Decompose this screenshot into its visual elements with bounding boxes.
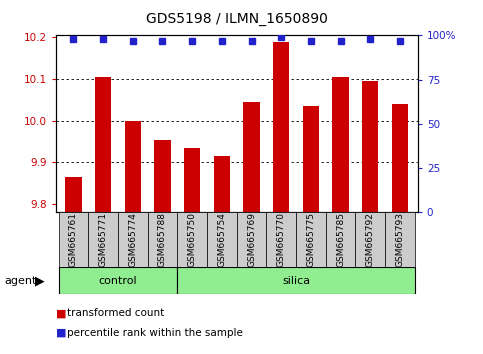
Bar: [125, 121, 141, 212]
Bar: [88, 212, 118, 267]
Text: GSM665769: GSM665769: [247, 212, 256, 267]
Bar: [95, 77, 111, 212]
Text: agent: agent: [5, 275, 37, 286]
Bar: [213, 156, 230, 212]
Bar: [273, 42, 289, 212]
Bar: [266, 212, 296, 267]
Bar: [58, 212, 88, 267]
Bar: [207, 212, 237, 267]
Bar: [243, 102, 260, 212]
Bar: [58, 267, 177, 294]
Text: GSM665785: GSM665785: [336, 212, 345, 267]
Bar: [237, 212, 266, 267]
Text: silica: silica: [282, 275, 310, 286]
Text: GSM665771: GSM665771: [99, 212, 108, 267]
Text: control: control: [99, 275, 137, 286]
Bar: [385, 212, 415, 267]
Bar: [177, 267, 415, 294]
Bar: [177, 212, 207, 267]
Text: GSM665761: GSM665761: [69, 212, 78, 267]
Text: GSM665788: GSM665788: [158, 212, 167, 267]
Bar: [148, 212, 177, 267]
Text: ▶: ▶: [35, 274, 45, 287]
Bar: [65, 177, 82, 212]
Text: GSM665774: GSM665774: [128, 212, 137, 267]
Text: GSM665792: GSM665792: [366, 212, 375, 267]
Text: GSM665754: GSM665754: [217, 212, 227, 267]
Text: GDS5198 / ILMN_1650890: GDS5198 / ILMN_1650890: [146, 12, 327, 27]
Bar: [296, 212, 326, 267]
Bar: [303, 106, 319, 212]
Text: GSM665750: GSM665750: [187, 212, 197, 267]
Bar: [118, 212, 148, 267]
Bar: [332, 77, 349, 212]
Text: GSM665793: GSM665793: [396, 212, 404, 267]
Bar: [362, 81, 379, 212]
Text: GSM665770: GSM665770: [277, 212, 286, 267]
Bar: [326, 212, 355, 267]
Text: ■: ■: [56, 328, 66, 338]
Text: percentile rank within the sample: percentile rank within the sample: [67, 328, 242, 338]
Bar: [184, 148, 200, 212]
Text: ■: ■: [56, 308, 66, 318]
Text: transformed count: transformed count: [67, 308, 164, 318]
Bar: [392, 104, 408, 212]
Text: GSM665775: GSM665775: [306, 212, 315, 267]
Bar: [154, 139, 170, 212]
Bar: [355, 212, 385, 267]
